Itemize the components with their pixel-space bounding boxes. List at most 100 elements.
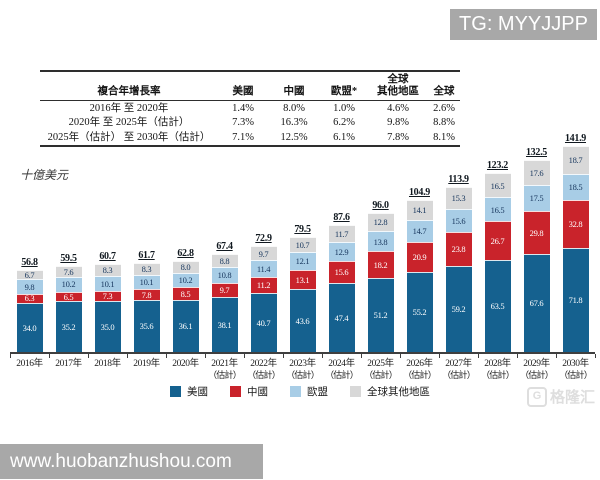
cagr-value: 6.1% — [333, 131, 355, 143]
bar-segment-eu: 15.6 — [445, 209, 472, 232]
cagr-value: 4.6% — [387, 102, 409, 114]
bar-segment-us: 35.0 — [94, 301, 121, 352]
bar-group: 72.9 9.7 11.4 11.2 40.7 — [244, 233, 283, 352]
bar-total-label: 141.9 — [564, 133, 586, 145]
bar-segment-eu: 12.9 — [328, 242, 355, 261]
bar-segment-eu: 12.1 — [289, 252, 316, 270]
bar-segment-row: 10.7 — [289, 236, 316, 253]
legend-item-us: 美國 — [170, 384, 208, 399]
bar-stack: 12.8 13.8 18.2 51.2 — [367, 212, 394, 352]
legend-label-us: 美國 — [187, 387, 208, 398]
bar-stack: 7.6 10.2 6.5 35.2 — [55, 265, 82, 352]
bar-stack: 8.3 10.1 7.8 35.6 — [133, 262, 160, 352]
bar-total-label: 61.7 — [138, 249, 155, 261]
bar-segment-us: 36.1 — [172, 299, 199, 352]
bar-segment-row: 15.3 — [445, 186, 472, 210]
bar-segment-eu: 10.8 — [211, 267, 238, 283]
bar-stack: 14.1 14.7 20.9 55.2 — [406, 200, 433, 352]
legend-label-eu: 歐盟 — [307, 387, 328, 398]
bar-stack: 11.7 12.9 15.6 47.4 — [328, 225, 355, 352]
bar-segment-cn: 11.2 — [250, 276, 277, 293]
x-axis-label: 2022年 （估計） — [244, 358, 283, 382]
legend-swatch-eu — [290, 386, 301, 397]
bar-segment-eu: 17.5 — [523, 185, 550, 211]
bar-segment-row: 11.7 — [328, 225, 355, 243]
gelonghui-watermark-text: 格隆汇 — [549, 389, 595, 406]
bar-stack: 18.7 18.5 32.8 71.8 — [562, 146, 589, 352]
bar-segment-eu: 18.5 — [562, 173, 589, 201]
bar-total-label: 79.5 — [294, 223, 311, 235]
cagr-value: 6.2% — [333, 117, 355, 129]
cagr-value: 16.3% — [280, 117, 308, 129]
bar-total-label: 72.9 — [255, 233, 272, 245]
bar-segment-us: 35.6 — [133, 300, 160, 352]
bar-total-label: 96.0 — [372, 199, 389, 211]
bar-segment-eu: 10.2 — [172, 272, 199, 288]
cagr-col-us: 美國 — [232, 86, 254, 98]
bar-stack: 8.3 10.1 7.3 35.0 — [94, 264, 121, 352]
bar-segment-cn: 6.3 — [16, 293, 43, 303]
bar-segment-us: 55.2 — [406, 272, 433, 352]
bar-segment-cn: 13.1 — [289, 269, 316, 289]
bar-segment-row: 8.8 — [211, 254, 238, 268]
bar-group: 141.9 18.7 18.5 32.8 71.8 — [556, 133, 595, 352]
bar-segment-row: 6.7 — [16, 269, 43, 280]
bar-segment-eu: 13.8 — [367, 231, 394, 252]
legend-label-cn: 中國 — [247, 387, 268, 398]
x-axis-label: 2029年 （估計） — [517, 358, 556, 382]
bar-segment-row: 9.7 — [250, 246, 277, 261]
bar-stack: 17.6 17.5 29.8 67.6 — [523, 159, 550, 352]
legend-item-row: 全球其他地區 — [350, 384, 430, 399]
bar-total-label: 67.4 — [216, 241, 233, 253]
cagr-table-body: 2016年 至 2020年 1.4% 8.0% 1.0% 4.6% 2.6% 2020年 至… — [40, 101, 460, 146]
x-axis-label: 2024年 （估計） — [322, 358, 361, 382]
bar-segment-cn: 18.2 — [367, 251, 394, 278]
bar-total-label: 104.9 — [408, 187, 430, 199]
x-axis-label: 2016年 — [16, 359, 43, 369]
bar-segment-us: 59.2 — [445, 266, 472, 352]
bar-segment-eu: 16.5 — [484, 197, 511, 222]
x-axis-estimate-note: （估計） — [364, 370, 398, 381]
cagr-data-row: 2016年 至 2020年 1.4% 8.0% 1.0% 4.6% 2.6% — [40, 101, 460, 116]
cagr-value: 7.3% — [232, 117, 254, 129]
bar-segment-row: 8.3 — [94, 264, 121, 277]
bar-segment-cn: 8.5 — [172, 287, 199, 300]
cagr-col-global: 全球 — [433, 86, 455, 98]
bar-stack: 9.7 11.4 11.2 40.7 — [250, 246, 277, 352]
plot-area: 56.8 6.7 9.8 6.3 34.0 59.5 7.6 10.2 6.5 35.2 60.7 8… — [10, 128, 595, 354]
bar-segment-row: 14.1 — [406, 200, 433, 221]
bar-segment-us: 67.6 — [523, 254, 550, 352]
cagr-value: 12.5% — [280, 131, 308, 143]
bar-stack: 8.0 10.2 8.5 36.1 — [172, 261, 199, 352]
bar-total-label: 113.9 — [448, 173, 469, 185]
bar-segment-cn: 20.9 — [406, 241, 433, 272]
cagr-row-header: 複合年增長率 — [97, 86, 161, 98]
cagr-period-label: 2020年 至 2025年（估計） — [68, 117, 190, 129]
x-axis-labels: 2016年 2017年 2018年 2019年 2020年 2021年 （估計） 2022年（… — [10, 358, 595, 382]
x-axis-estimate-note: （估計） — [442, 370, 476, 381]
x-axis-estimate-note: （估計） — [208, 370, 242, 381]
bar-total-label: 60.7 — [99, 251, 116, 263]
bar-group: 59.5 7.6 10.2 6.5 35.2 — [49, 253, 88, 352]
bar-total-label: 123.2 — [486, 160, 508, 172]
chart-legend: 美國 中國 歐盟 全球其他地區 — [0, 384, 600, 399]
bar-segment-cn: 32.8 — [562, 200, 589, 248]
bar-total-label: 62.8 — [177, 248, 194, 260]
bar-group: 113.9 15.3 15.6 23.8 59.2 — [439, 174, 478, 352]
x-axis-label: 2020年 — [172, 359, 199, 369]
bar-segment-eu: 10.1 — [94, 276, 121, 291]
legend-label-row: 全球其他地區 — [367, 387, 430, 398]
cagr-period-label: 2025年（估計） 至 2030年（估計） — [47, 131, 211, 143]
cagr-value: 8.0% — [283, 102, 305, 114]
bar-segment-cn: 23.8 — [445, 231, 472, 267]
bar-segment-us: 38.1 — [211, 296, 238, 352]
x-axis-estimate-note: （估計） — [247, 370, 281, 381]
bar-segment-row: 8.3 — [133, 262, 160, 275]
bar-group: 62.8 8.0 10.2 8.5 36.1 — [166, 248, 205, 352]
cagr-col-cn: 中國 — [283, 86, 305, 98]
bar-segment-cn: 9.7 — [211, 282, 238, 297]
bar-segment-row: 12.8 — [367, 212, 394, 232]
bar-segment-us: 40.7 — [250, 293, 277, 352]
bar-segment-cn: 7.8 — [133, 289, 160, 301]
legend-swatch-cn — [230, 386, 241, 397]
